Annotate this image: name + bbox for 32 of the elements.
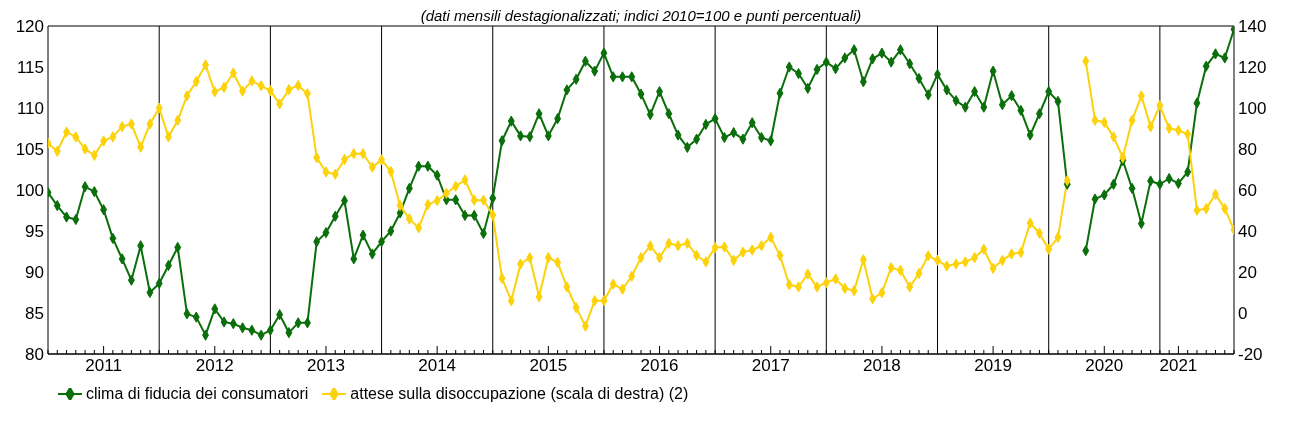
x-tick-label: 2012 <box>195 356 234 376</box>
x-tick-label: 2014 <box>418 356 457 376</box>
legend-label: attese sulla disoccupazione (scala di destra) (2) <box>350 385 689 403</box>
y-tick-label: 85 <box>25 304 44 324</box>
y-tick-label: 95 <box>25 222 44 242</box>
y-tick-label: 110 <box>16 99 44 119</box>
y2-tick-label: 20 <box>1238 263 1257 283</box>
x-tick-label: 2019 <box>974 356 1013 376</box>
legend-label: clima di fiducia dei consumatori <box>86 385 309 403</box>
x-tick-label: 2020 <box>1085 356 1124 376</box>
y2-tick-label: 140 <box>1238 17 1267 37</box>
y-tick-label: 100 <box>15 181 44 201</box>
y2-tick-label: 100 <box>1238 99 1267 119</box>
y2-tick-label: 40 <box>1238 222 1257 242</box>
y-tick-label: 115 <box>16 58 44 78</box>
x-tick-label: 2021 <box>1159 356 1198 376</box>
x-tick-label: 2016 <box>640 356 679 376</box>
x-tick-label: 2013 <box>307 356 345 376</box>
y2-tick-label: 60 <box>1238 181 1257 201</box>
x-tick-label: 2011 <box>85 356 122 376</box>
y-tick-label: 105 <box>15 140 44 160</box>
y-tick-label: 80 <box>25 345 44 365</box>
chart-subtitle: (dati mensili destagionalizzati; indici 2010=100 e punti percentuali) <box>419 7 863 24</box>
y2-tick-label: -20 <box>1238 345 1263 365</box>
y-tick-label: 120 <box>15 17 44 37</box>
y-tick-label: 90 <box>25 263 44 283</box>
y2-tick-label: 80 <box>1238 140 1257 160</box>
x-tick-label: 2015 <box>529 356 568 376</box>
x-tick-label: 2017 <box>751 356 790 376</box>
y2-tick-label: 0 <box>1238 304 1248 324</box>
y2-tick-label: 120 <box>1238 58 1267 78</box>
x-tick-label: 2018 <box>862 356 901 376</box>
